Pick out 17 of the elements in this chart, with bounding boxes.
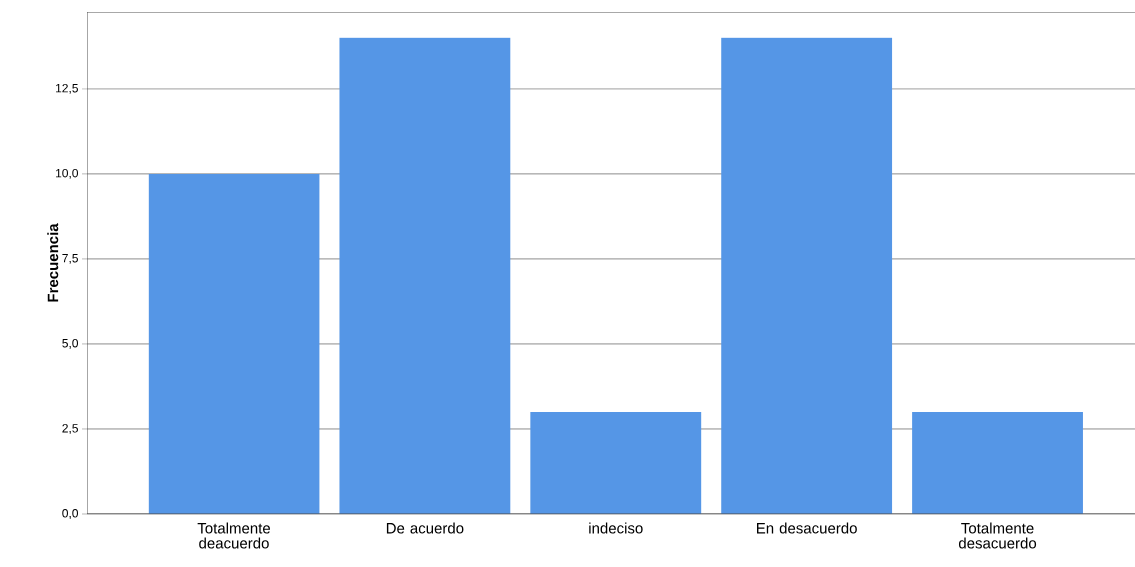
y-tick-label: 12,5 (56, 83, 78, 94)
x-tick-label: En desacuerdo (757, 522, 857, 534)
y-tick-label: 0,0 (62, 509, 79, 519)
bar (912, 411, 1083, 514)
x-tick-label: indeciso (589, 522, 643, 534)
x-tick-label: De acuerdo (386, 522, 464, 534)
bar (721, 37, 893, 514)
y-tick-label: 7,5 (62, 254, 78, 264)
bar (148, 173, 320, 514)
y-tick-label: 5,0 (62, 338, 79, 349)
y-axis-title: Frecuencia (47, 223, 59, 302)
x-tick-label: Totalmente desacuerdo (958, 522, 1037, 549)
bar (530, 411, 702, 514)
x-tick-label: Totalmente deacuerdo (197, 522, 271, 549)
y-tick-label: 10,0 (56, 168, 79, 179)
y-tick-label: 2,5 (62, 424, 78, 434)
bar (339, 37, 511, 514)
